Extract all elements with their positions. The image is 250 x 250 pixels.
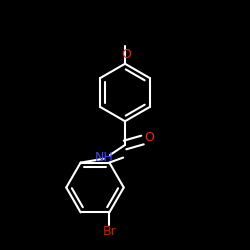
Text: NH: NH: [94, 151, 113, 164]
Text: Br: Br: [102, 225, 116, 238]
Text: O: O: [144, 131, 154, 144]
Text: O: O: [121, 48, 131, 62]
